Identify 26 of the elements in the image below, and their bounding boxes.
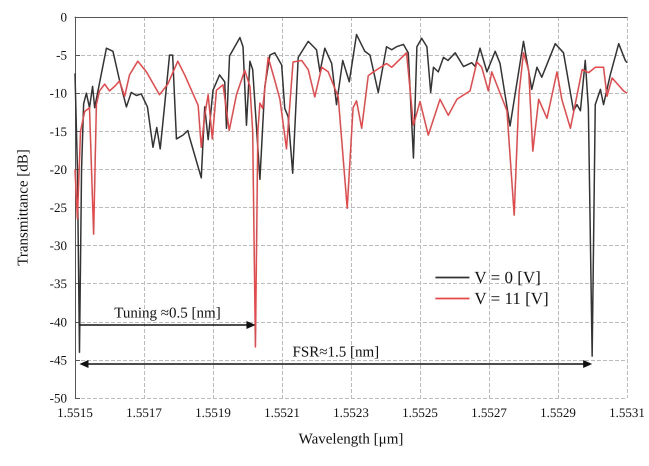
legend-label: V = 11 [V] [474,289,549,308]
y-tick-label: -30 [50,238,67,254]
x-tick-label: 1.5531 [609,405,645,420]
x-tick-label: 1.5527 [471,405,508,420]
y-tick-label: -25 [50,200,67,215]
x-tick-label: 1.5519 [195,405,231,420]
y-tick-label: -50 [50,390,67,406]
annotation: FSR≈1.5 [nm] [292,344,380,360]
annotation: Tuning ≈0.5 [nm] [114,306,221,322]
x-axis-title: Wavelength [μm] [298,432,404,448]
legend-label: V = 0 [V] [474,268,541,287]
y-tick-label: -15 [50,124,67,139]
x-tick-label: 1.5517 [126,405,162,420]
x-tick-label: 1.5529 [540,405,576,420]
y-tick-label: -40 [50,314,67,330]
x-tick-label: 1.5515 [57,405,93,420]
y-tick-label: -10 [50,86,67,101]
y-axis-title: Transmittance [dB] [16,149,32,266]
y-tick-label: -20 [50,162,67,177]
y-tick-label: -45 [50,352,67,368]
x-tick-label: 1.5525 [402,405,438,420]
y-tick-label: -5 [56,48,67,63]
x-tick-label: 1.5523 [333,405,369,420]
y-tick-label: 0 [60,10,67,24]
x-tick-label: 1.5521 [264,405,300,420]
y-tick-label: -35 [50,276,67,292]
